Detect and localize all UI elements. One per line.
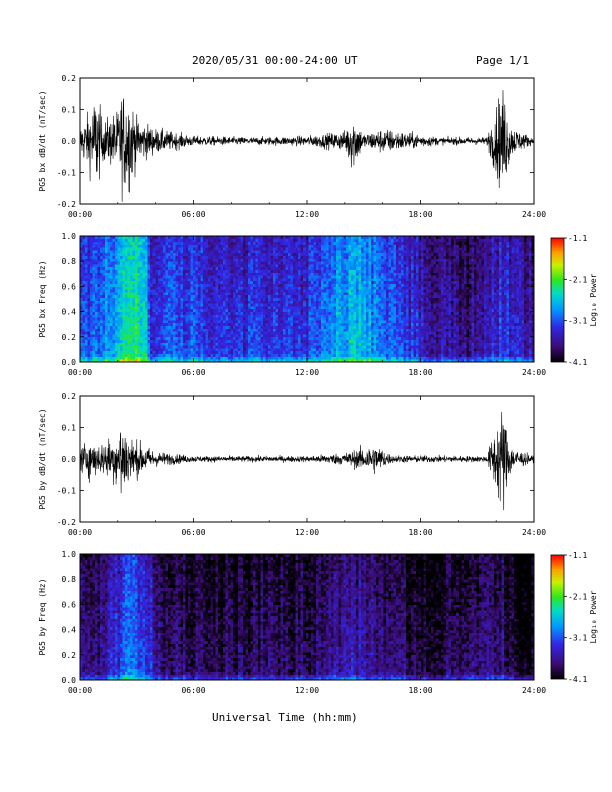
colorbar-tick-label: -3.1	[568, 317, 587, 326]
y-tick-label: 1.0	[62, 550, 77, 559]
colorbar-scale	[550, 554, 565, 680]
colorbar-tick-label: -4.1	[568, 358, 587, 367]
y-tick-label: 0.6	[62, 282, 77, 291]
y-tick-label: 0.1	[62, 424, 77, 433]
spectrogram	[80, 236, 535, 363]
y-tick-label: 0.4	[62, 626, 77, 635]
chart-panel-2: 1.0 0.8 0.6 0.4 0.2 0.000:00 06:00 12:00 18:00 24…	[38, 232, 546, 377]
colorbar-tick-label: -2.1	[568, 592, 587, 601]
x-tick-label: 24:00	[522, 686, 546, 695]
y-tick-label: -0.2	[57, 518, 76, 527]
x-axis-title: Universal Time (hh:mm)	[212, 711, 358, 724]
y-tick-label: -0.1	[57, 487, 76, 496]
colorbar-label: Log₁₀ Power	[589, 273, 598, 326]
colorbar-tick-label: -1.1	[568, 234, 587, 243]
page-title: 2020/05/31 00:00-24:00 UT	[192, 54, 358, 67]
x-tick-label: 12:00	[295, 686, 319, 695]
y-axis-label: PG5 by dB/dt (nT/sec)	[38, 408, 47, 509]
x-tick-label: 18:00	[408, 368, 432, 377]
chart-panel-3: 0.2 0.1 0.0 -0.1 -0.200:00 06:00 12:00 18:00 24:…	[38, 392, 546, 537]
y-tick-label: 0.2	[62, 392, 77, 401]
data-trace	[79, 90, 535, 202]
y-tick-label: 0.0	[62, 676, 77, 685]
x-tick-label: 12:00	[295, 210, 319, 219]
x-tick-label: 24:00	[522, 528, 546, 537]
y-tick-label: 0.8	[62, 257, 77, 266]
colorbar-2: -1.1 -2.1 -3.1 -4.1 Log₁₀ Power	[550, 551, 598, 684]
y-tick-label: 0.0	[62, 137, 77, 146]
y-tick-label: 1.0	[62, 232, 77, 241]
x-tick-label: 24:00	[522, 368, 546, 377]
y-tick-label: 0.0	[62, 455, 77, 464]
x-tick-label: 06:00	[181, 210, 205, 219]
x-tick-label: 00:00	[68, 686, 92, 695]
spectrogram	[80, 554, 535, 681]
colorbar-1: -1.1 -2.1 -3.1 -4.1 Log₁₀ Power	[550, 234, 598, 367]
x-tick-label: 18:00	[408, 210, 432, 219]
x-tick-label: 12:00	[295, 528, 319, 537]
data-trace	[79, 412, 535, 511]
y-axis-label: PG5 bx dB/dt (nT/sec)	[38, 90, 47, 191]
x-tick-label: 00:00	[68, 528, 92, 537]
colorbar-tick-label: -3.1	[568, 634, 587, 643]
x-tick-label: 12:00	[295, 368, 319, 377]
chart-panel-1: 0.2 0.1 0.0 -0.1 -0.200:00 06:00 12:00 18:00 24:…	[38, 74, 546, 219]
chart-panel-4: 1.0 0.8 0.6 0.4 0.2 0.000:00 06:00 12:00 18:00 24…	[38, 550, 546, 695]
colorbar-label: Log₁₀ Power	[589, 590, 598, 643]
y-tick-label: 0.2	[62, 74, 77, 83]
colorbar-tick-label: -2.1	[568, 275, 587, 284]
y-axis-label: PG5 by Freq (Hz)	[38, 578, 47, 655]
y-tick-label: 0.8	[62, 575, 77, 584]
y-tick-label: 0.1	[62, 106, 77, 115]
x-tick-label: 06:00	[181, 686, 205, 695]
x-tick-label: 00:00	[68, 368, 92, 377]
x-tick-label: 18:00	[408, 528, 432, 537]
x-tick-label: 24:00	[522, 210, 546, 219]
colorbar-tick-label: -1.1	[568, 551, 587, 560]
y-axis-label: PG5 bx Freq (Hz)	[38, 260, 47, 337]
x-tick-label: 06:00	[181, 528, 205, 537]
colorbar-tick-label: -4.1	[568, 675, 587, 684]
y-tick-label: 0.0	[62, 358, 77, 367]
colorbar-scale	[550, 237, 565, 363]
y-tick-label: 0.2	[62, 651, 77, 660]
x-tick-label: 06:00	[181, 368, 205, 377]
y-tick-label: -0.1	[57, 169, 76, 178]
y-tick-label: 0.6	[62, 600, 77, 609]
y-tick-label: 0.2	[62, 333, 77, 342]
y-tick-label: -0.2	[57, 200, 76, 209]
y-tick-label: 0.4	[62, 308, 77, 317]
page-number: Page 1/1	[476, 54, 529, 67]
x-tick-label: 18:00	[408, 686, 432, 695]
x-tick-label: 00:00	[68, 210, 92, 219]
